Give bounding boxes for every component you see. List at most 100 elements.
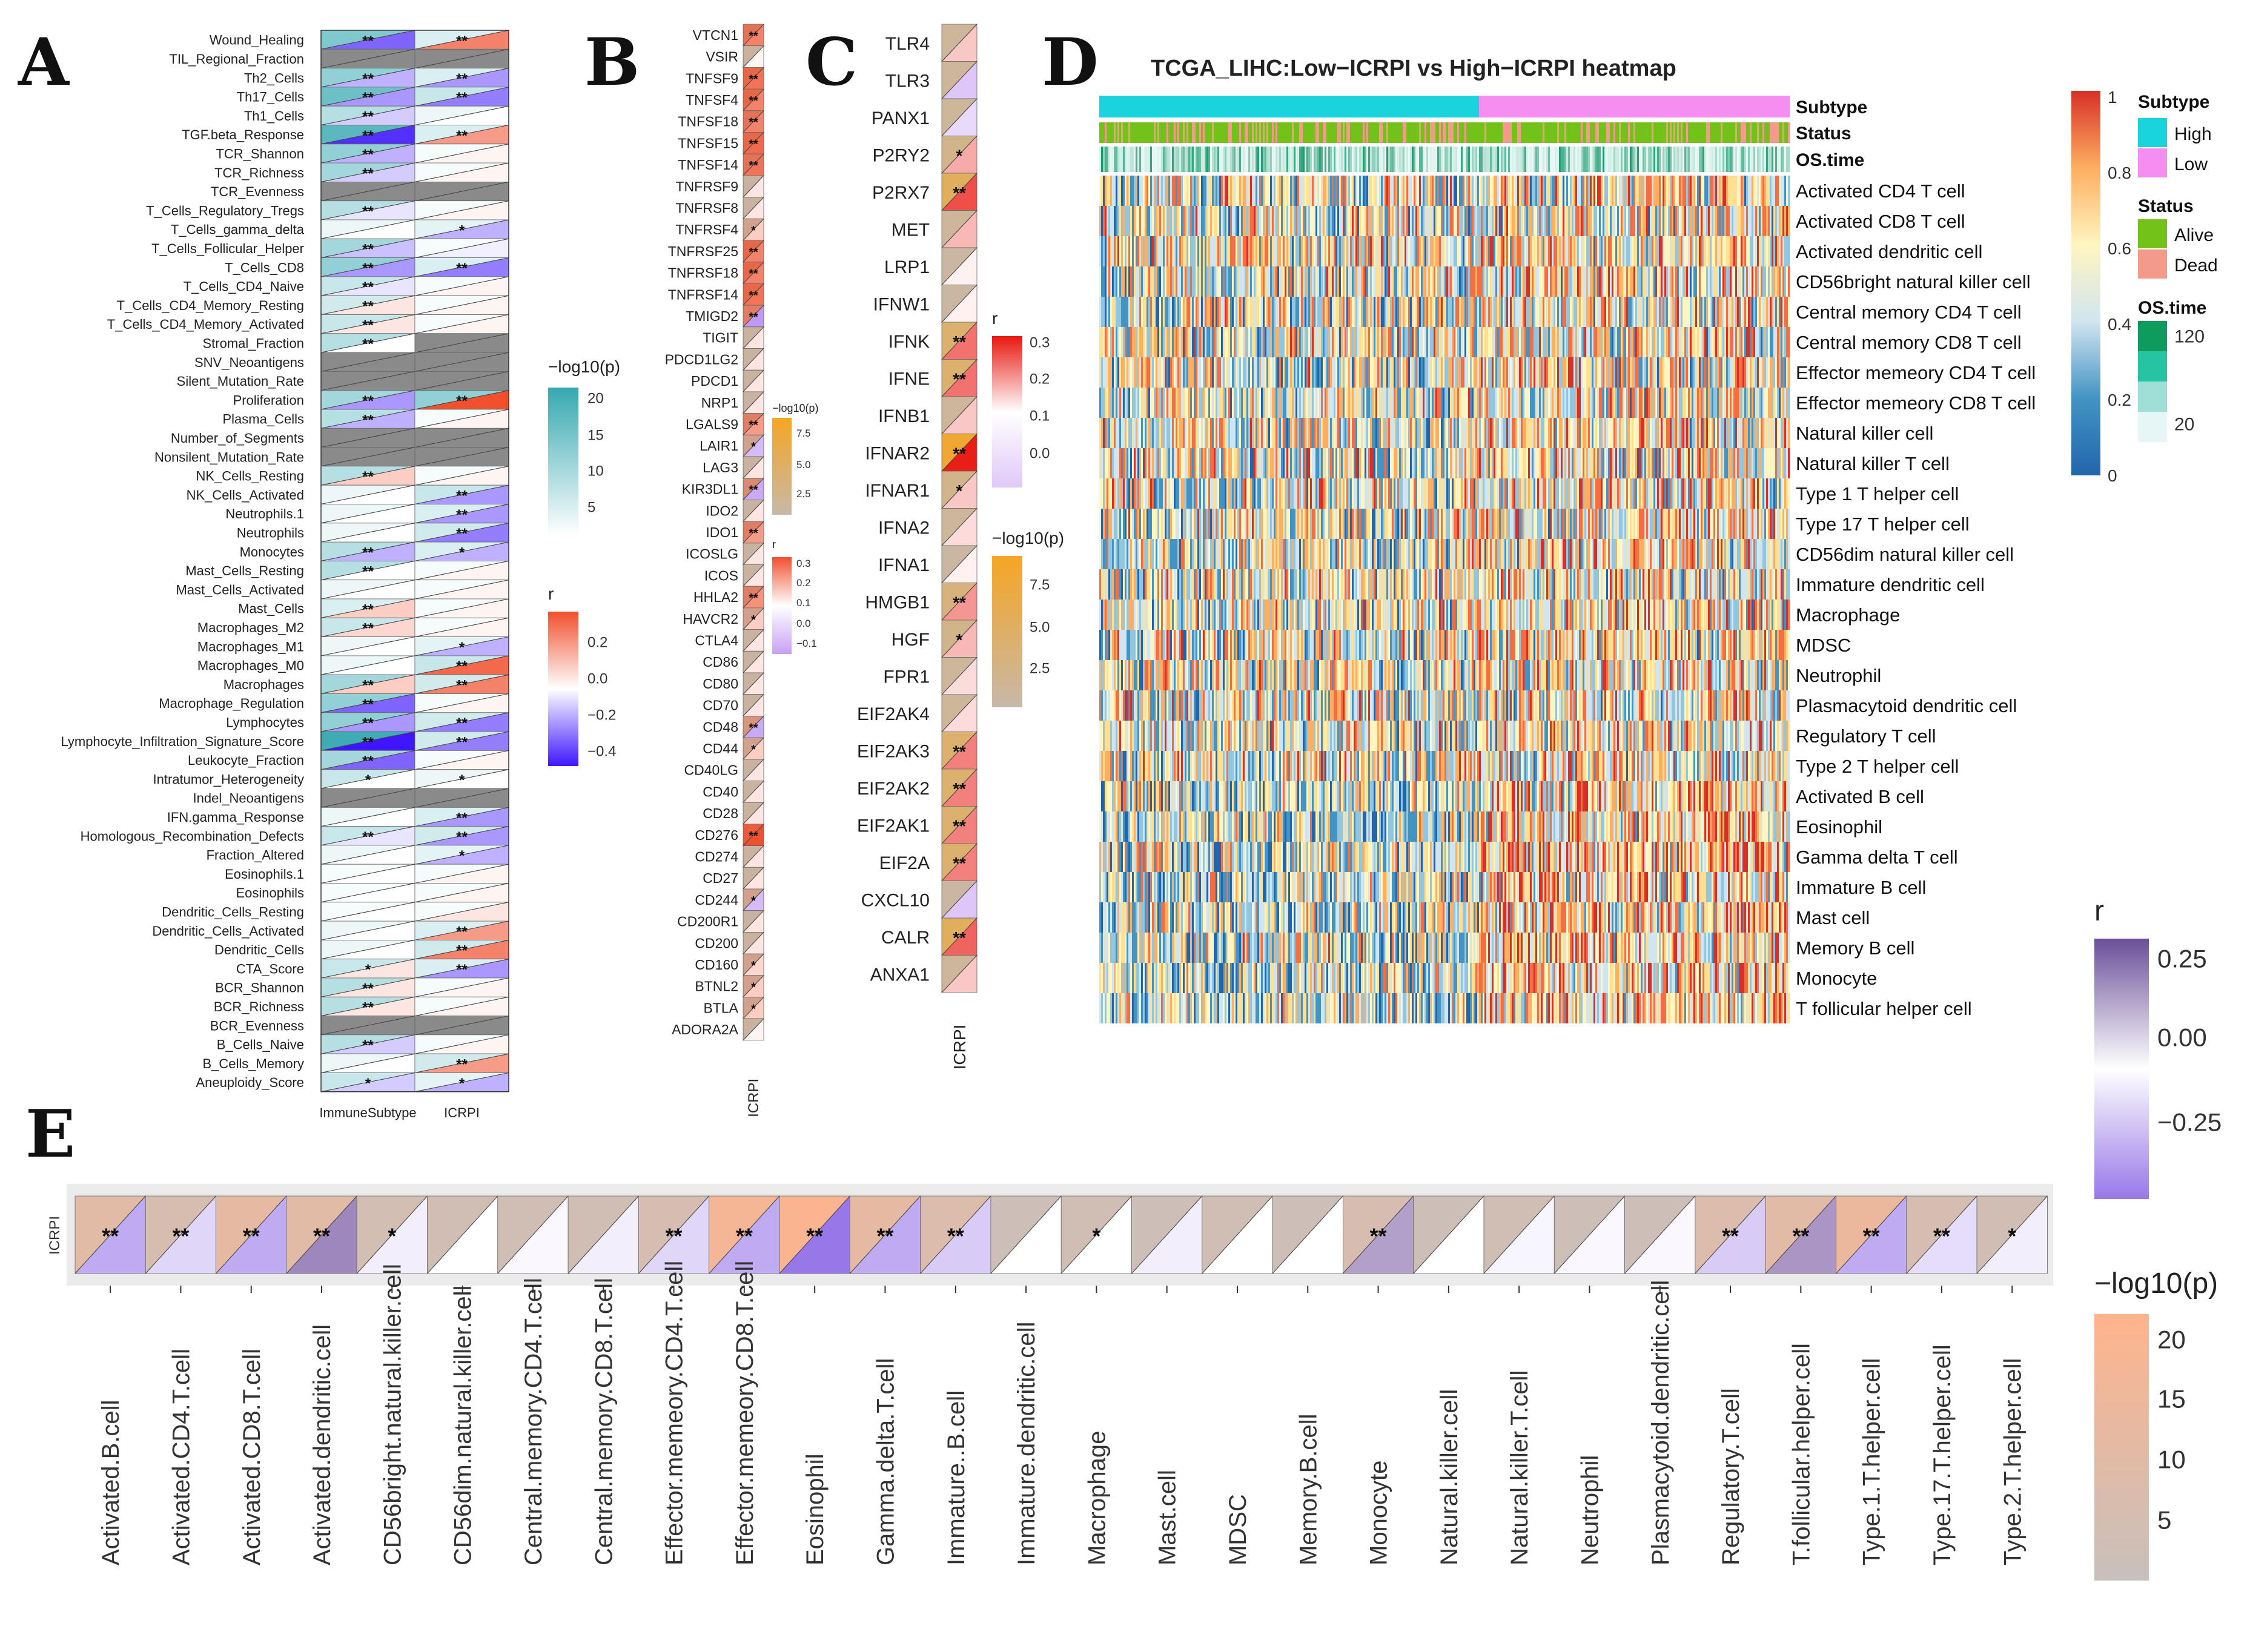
panel-d-heat-cell: [1410, 266, 1412, 297]
panel-a-cell-diag: [320, 238, 415, 259]
panel-d-os-cell: [1664, 147, 1667, 172]
panel-d-heat-cell: [1646, 388, 1649, 418]
panel-d-heat-cell: [1439, 236, 1441, 266]
panel-b-legend-p-tick: 5.0: [796, 459, 811, 471]
panel-d-heat-cell: [1706, 236, 1709, 266]
panel-d-heat-cell: [1323, 327, 1325, 357]
panel-d-heat-cell: [1257, 357, 1260, 388]
panel-d-heat-cell: [1579, 176, 1581, 206]
panel-d-heat-cell: [1555, 176, 1558, 206]
panel-d-heat-cell: [1552, 206, 1554, 236]
panel-d-heat-cell: [1664, 236, 1667, 266]
panel-a-cell-diag: [414, 466, 509, 486]
panel-d-heat-cell: [1319, 236, 1322, 266]
panel-d-heat-cell: [1123, 236, 1125, 266]
panel-d-heat-cell: [1099, 236, 1102, 266]
panel-d-heat-cell: [1216, 357, 1218, 388]
panel-d-heat-cell: [1534, 206, 1536, 236]
panel-d-heat-cell: [1319, 206, 1322, 236]
panel-d-heat-cell: [1750, 327, 1752, 357]
panel-d-heat-cell: [1670, 388, 1672, 418]
panel-d-heat-cell: [1448, 327, 1451, 357]
panel-d-heat-cell: [1615, 388, 1618, 418]
panel-d-heat-cell: [1748, 206, 1750, 236]
panel-c-cell: **: [941, 433, 978, 472]
panel-d-heat-cell: [1772, 266, 1774, 297]
panel-d-heat-cell: [1368, 236, 1371, 266]
panel-d-heat-cell: [1466, 206, 1469, 236]
panel-c-row-label: IFNW1: [873, 294, 930, 314]
panel-d-heat-cell: [1147, 388, 1149, 418]
panel-a-cell-diag: [320, 295, 415, 315]
panel-d-heat-cell: [1325, 418, 1327, 448]
panel-d-heat-cell: [1666, 327, 1669, 357]
panel-d-heat-cell: [1733, 206, 1736, 236]
panel-d-heat-cell: [1157, 236, 1160, 266]
panel-d-os-cell: [1268, 147, 1271, 172]
panel-d-heat-cell: [1577, 357, 1580, 388]
panel-d-os-cell: [1561, 147, 1563, 172]
panel-d-heat-cell: [1139, 297, 1142, 327]
panel-d-heat-cell: [1661, 176, 1663, 206]
panel-d-heat-cell: [1286, 418, 1289, 448]
panel-d-os-cell: [1246, 147, 1249, 172]
panel-d-heat-cell: [1259, 206, 1262, 236]
panel-d-heat-cell: [1604, 357, 1607, 388]
panel-d-heat-cell: [1544, 297, 1547, 327]
panel-d-heat-cell: [1394, 206, 1396, 236]
panel-d-status-cell: [1444, 122, 1447, 143]
panel-d-os-cell: [1403, 147, 1405, 172]
panel-d-status-cell: [1254, 122, 1256, 143]
panel-d-heat-cell: [1408, 266, 1411, 297]
panel-d-heat-cell: [1168, 176, 1171, 206]
panel-d-heat-cell: [1730, 297, 1732, 327]
panel-d-heat-cell: [1370, 176, 1372, 206]
panel-d-os-cell: [1693, 147, 1696, 172]
panel-d-heat-cell: [1541, 236, 1543, 266]
panel-d-heat-cell: [1163, 236, 1165, 266]
panel-d-heat-cell: [1561, 176, 1563, 206]
panel-d-heat-cell: [1312, 418, 1314, 448]
panel-a-row-label: Neutrophils: [237, 525, 304, 540]
panel-d-heat-cell: [1595, 176, 1598, 206]
panel-d-heat-cell: [1168, 388, 1171, 418]
panel-d-os-cell: [1701, 147, 1703, 172]
panel-d-os-cell: [1544, 147, 1547, 172]
panel-b-row-label: CD274: [695, 848, 738, 864]
panel-d-heat-cell: [1281, 236, 1283, 266]
panel-d-os-cell: [1741, 147, 1743, 172]
panel-d-heat-cell: [1699, 388, 1701, 418]
panel-d-os-cell: [1426, 147, 1429, 172]
panel-a-cell: **: [414, 826, 509, 846]
panel-d-heat-cell: [1597, 357, 1600, 388]
panel-d-heat-cell: [1221, 236, 1223, 266]
panel-d-os-cell: [1121, 147, 1123, 172]
panel-d-status-cell: [1535, 122, 1538, 143]
panel-d-heat-cell: [1394, 357, 1396, 388]
panel-d-heat-cell: [1417, 297, 1420, 327]
panel-d-status-cell: [1137, 122, 1140, 143]
panel-d-heat-cell: [1112, 388, 1114, 418]
panel-d-heat-cell: [1103, 266, 1105, 297]
panel-d-heat-cell: [1283, 236, 1285, 266]
panel-d-heat-cell: [1334, 176, 1336, 206]
panel-d-status-cell: [1312, 122, 1314, 143]
panel-d-heat-cell: [1359, 327, 1362, 357]
panel-d-status-cell: [1305, 122, 1307, 143]
panel-d-heat-cell: [1483, 236, 1485, 266]
panel-d-heat-cell: [1450, 176, 1452, 206]
panel-d-heat-cell: [1490, 327, 1492, 357]
panel-d-heat-cell: [1657, 176, 1659, 206]
panel-d-os-cell: [1762, 147, 1765, 172]
panel-b-cell-diag: [743, 369, 764, 392]
panel-d-heat-cell: [1428, 327, 1431, 357]
panel-d-heat-cell: [1157, 388, 1160, 418]
panel-d-heat-cell: [1541, 357, 1543, 388]
panel-d-heat-cell: [1722, 236, 1725, 266]
panel-d-heat-cell: [1430, 388, 1432, 418]
panel-d-heat-cell: [1406, 236, 1409, 266]
panel-d-heat-cell: [1517, 327, 1520, 357]
panel-d-heat-cell: [1603, 236, 1605, 266]
panel-b-cell-diag: [743, 305, 764, 328]
panel-d-os-cell: [1341, 147, 1343, 172]
